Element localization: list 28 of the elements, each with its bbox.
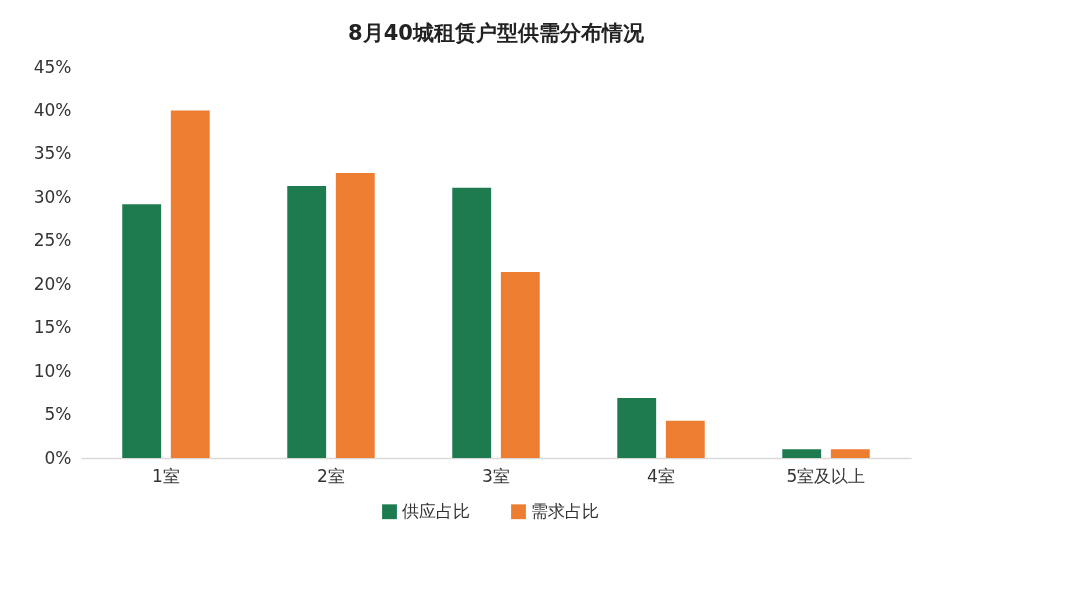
bar: [335, 173, 375, 458]
y-tick-label: 30%: [33, 186, 72, 207]
legend-label: 需求占比: [531, 500, 599, 521]
y-tick-label: 15%: [33, 317, 72, 338]
x-tick-label: 5室及以上: [786, 465, 866, 486]
y-tick-label: 40%: [33, 99, 72, 120]
x-tick-label: 3室: [482, 465, 510, 486]
x-tick-label: 1室: [152, 465, 180, 486]
bar: [617, 398, 657, 458]
bar: [782, 449, 822, 458]
bar: [500, 272, 540, 458]
y-tick-label: 0%: [44, 447, 72, 468]
y-tick-label: 20%: [33, 273, 72, 294]
bar: [122, 204, 162, 458]
bar: [170, 110, 210, 458]
y-tick-label: 25%: [33, 230, 72, 251]
bar: [452, 187, 492, 458]
bar: [665, 420, 705, 458]
y-tick-label: 10%: [33, 360, 72, 381]
y-tick-label: 35%: [33, 143, 72, 164]
y-tick-label: 5%: [44, 404, 72, 425]
y-tick-label: 45%: [33, 56, 72, 77]
bar: [830, 449, 870, 458]
x-tick-label: 2室: [317, 465, 345, 486]
bar: [287, 186, 327, 458]
x-tick-label: 4室: [647, 465, 675, 486]
legend-label: 供应占比: [402, 500, 470, 521]
chart-title: 8月40城租赁户型供需分布情况: [348, 21, 645, 45]
